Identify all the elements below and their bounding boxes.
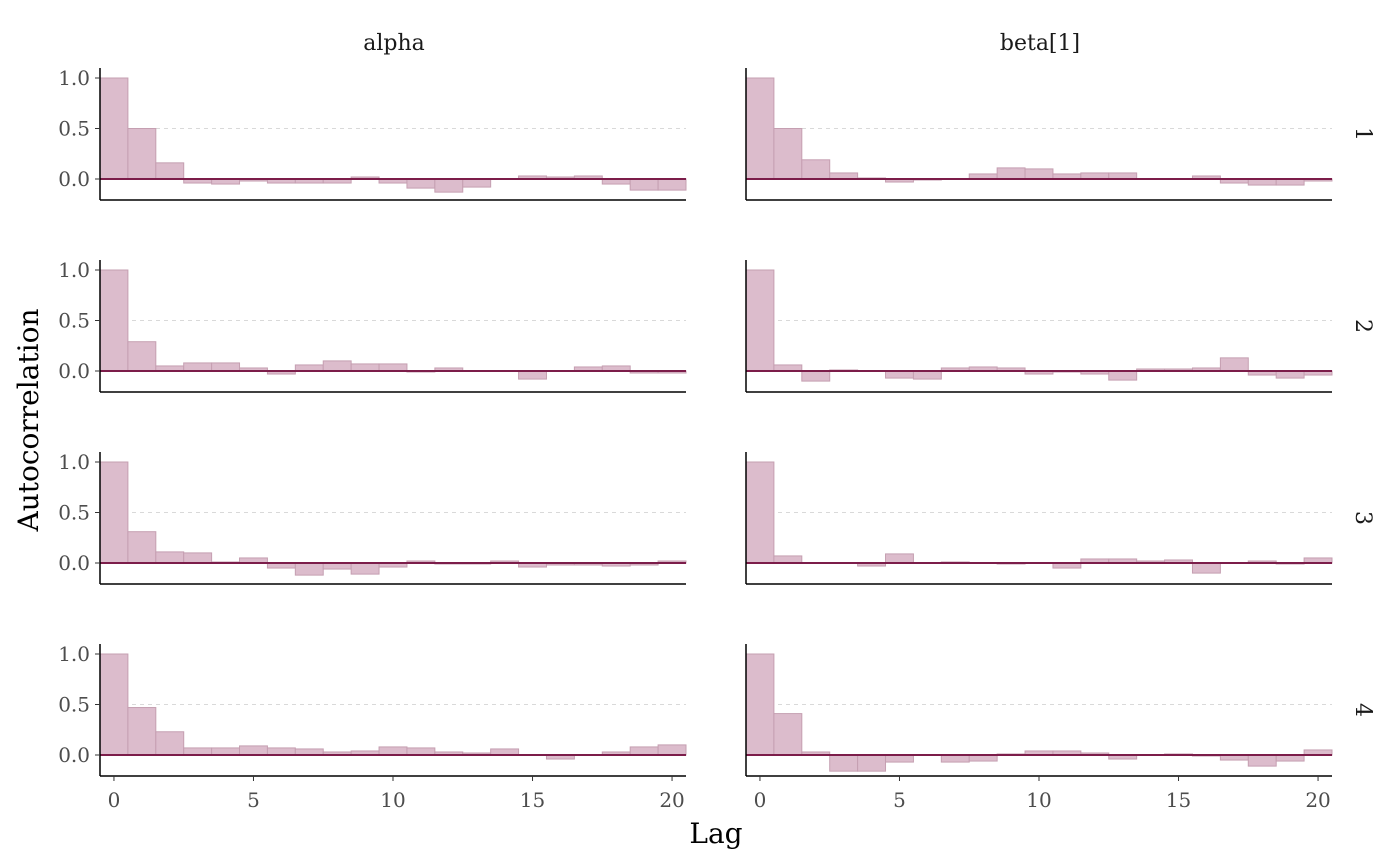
y-tick-label: 1.0 xyxy=(58,258,90,282)
y-tick-label: 0.0 xyxy=(58,359,90,383)
panel-beta1-chain-1 xyxy=(745,68,1333,201)
panel-beta1-chain-2 xyxy=(745,260,1333,393)
acf-bar xyxy=(350,562,380,575)
acf-bar xyxy=(996,167,1026,180)
strip-label-chain-2: 2 xyxy=(1350,319,1375,333)
acf-bar xyxy=(434,178,464,193)
acf-bar xyxy=(211,747,241,756)
column-strips: alpha beta[1] xyxy=(363,31,1080,56)
acf-bar xyxy=(406,747,436,756)
strip-label-chain-3: 3 xyxy=(1350,511,1375,525)
x-tick-label: 10 xyxy=(380,788,405,812)
y-tick-label: 0.0 xyxy=(58,551,90,575)
acf-bar xyxy=(462,178,492,188)
acf-bar xyxy=(885,553,914,564)
acf-bar xyxy=(183,552,213,564)
acf-bar xyxy=(657,178,687,191)
x-tick-label: 10 xyxy=(1026,788,1051,812)
acf-bar xyxy=(745,653,775,756)
panel-alpha-chain-1: 0.0 0.5 1.0 xyxy=(58,66,687,201)
acf-bar xyxy=(885,754,914,763)
panel-alpha-chain-2: 0.0 0.5 1.0 xyxy=(58,258,687,393)
acf-bar xyxy=(127,128,157,180)
acf-bar xyxy=(940,754,970,763)
acf-bar xyxy=(350,363,380,372)
y-tick-label: 1.0 xyxy=(58,642,90,666)
acf-bar xyxy=(211,362,241,372)
y-tick-label: 0.0 xyxy=(58,743,90,767)
panel-beta1-chain-4: 0 5 10 15 20 xyxy=(745,644,1333,812)
y-tick-label: 0.5 xyxy=(58,501,90,525)
panel-beta1-chain-3 xyxy=(745,452,1333,585)
acf-bar xyxy=(99,653,129,756)
y-tick-label: 0.0 xyxy=(58,167,90,191)
acf-bar xyxy=(1024,168,1054,180)
acf-bar xyxy=(1108,370,1138,381)
acf-bar xyxy=(745,461,775,564)
x-tick-label: 0 xyxy=(108,788,121,812)
acf-bar xyxy=(294,562,324,576)
acf-bar xyxy=(912,370,942,380)
x-tick-label: 15 xyxy=(1166,788,1191,812)
acf-bar xyxy=(1219,357,1249,372)
acf-bar xyxy=(657,744,687,756)
acf-bar xyxy=(1247,754,1277,767)
acf-bar xyxy=(1275,370,1305,379)
acf-bar xyxy=(127,531,157,564)
acf-bar xyxy=(801,159,831,180)
acf-bar xyxy=(155,551,185,564)
acf-bar xyxy=(155,162,185,180)
acf-bar xyxy=(239,745,268,756)
acf-bar xyxy=(857,754,887,772)
facet-panels: 0.0 0.5 1.0 0.0 0.5 1.0 0.0 0.5 1.0 0.0 0.5 1.0 0 5 10… xyxy=(58,66,1333,812)
acf-bar xyxy=(378,363,408,372)
acf-bar xyxy=(773,555,803,564)
acf-bar xyxy=(773,713,803,756)
acf-bar xyxy=(1191,562,1221,574)
acf-bar xyxy=(155,731,185,756)
acf-bar xyxy=(745,269,775,372)
strip-label-beta1: beta[1] xyxy=(1000,31,1080,56)
row-strips: 1 2 3 4 xyxy=(1350,127,1375,717)
acf-bar xyxy=(801,370,831,382)
x-tick-label: 20 xyxy=(659,788,684,812)
acf-bar xyxy=(127,341,157,372)
acf-bar xyxy=(99,269,129,372)
strip-label-alpha: alpha xyxy=(363,31,425,56)
y-tick-label: 0.5 xyxy=(58,309,90,333)
y-axis-title: Autocorrelation xyxy=(12,309,45,533)
acf-bar xyxy=(745,77,775,180)
x-tick-label: 20 xyxy=(1305,788,1330,812)
y-tick-label: 1.0 xyxy=(58,450,90,474)
acf-bar xyxy=(127,707,157,756)
acf-bar xyxy=(629,178,659,191)
y-tick-label: 1.0 xyxy=(58,66,90,90)
acf-bar xyxy=(829,754,859,772)
y-tick-label: 0.5 xyxy=(58,693,90,717)
strip-label-chain-1: 1 xyxy=(1350,127,1375,141)
x-tick-label: 15 xyxy=(520,788,545,812)
acf-bar xyxy=(885,370,914,379)
x-tick-label: 0 xyxy=(754,788,767,812)
acf-bar xyxy=(406,178,436,189)
panel-alpha-chain-3: 0.0 0.5 1.0 xyxy=(58,450,687,585)
acf-bar xyxy=(266,747,296,756)
acf-bar xyxy=(99,77,129,180)
x-tick-label: 5 xyxy=(247,788,260,812)
acf-bar xyxy=(322,360,352,372)
acf-bar xyxy=(183,747,213,756)
acf-bar xyxy=(773,128,803,180)
acf-bar xyxy=(183,362,213,372)
strip-label-chain-4: 4 xyxy=(1350,703,1375,717)
x-axis-title: Lag xyxy=(689,817,742,850)
acf-bar xyxy=(99,461,129,564)
x-tick-label: 5 xyxy=(893,788,906,812)
panel-alpha-chain-4: 0.0 0.5 1.0 0 5 10 15 20 xyxy=(58,642,687,812)
acf-bar xyxy=(378,746,408,756)
y-tick-label: 0.5 xyxy=(58,117,90,141)
acf-bar xyxy=(629,746,659,756)
acf-bar xyxy=(518,370,547,380)
